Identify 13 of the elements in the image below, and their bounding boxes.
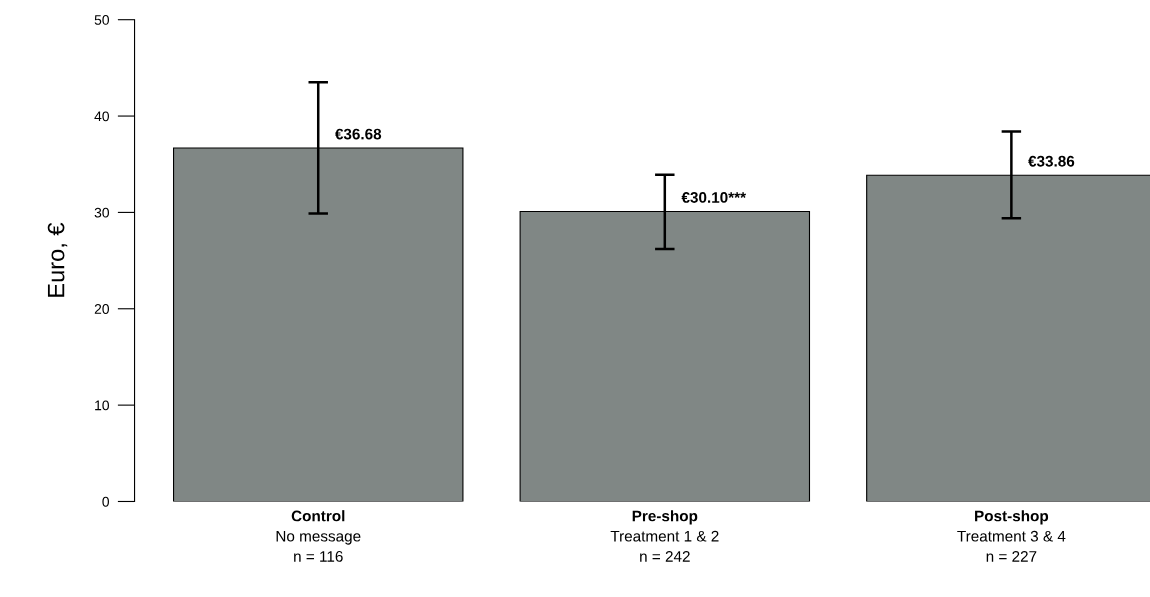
- y-axis-title: Euro, €: [47, 222, 68, 297]
- data-label: €33.86: [1028, 155, 1075, 167]
- y-tick-label: 30: [94, 207, 110, 218]
- data-label: €30.10***: [681, 192, 747, 203]
- y-tick-label: 20: [94, 304, 110, 314]
- x-tick-label: Control No message n = 116: [276, 510, 361, 562]
- x-tick-label: Pre-shop Treatment 1 & 2 n = 242: [610, 510, 719, 562]
- y-tick-label: 0: [102, 496, 110, 507]
- x-tick-label: Post-shop Treatment 3 & 4 n = 227: [957, 510, 1066, 562]
- y-tick-label: 10: [95, 400, 110, 411]
- y-tick-label: 50: [94, 15, 110, 25]
- data-label: €36.68: [334, 128, 382, 140]
- y-tick-label: 40: [94, 111, 110, 122]
